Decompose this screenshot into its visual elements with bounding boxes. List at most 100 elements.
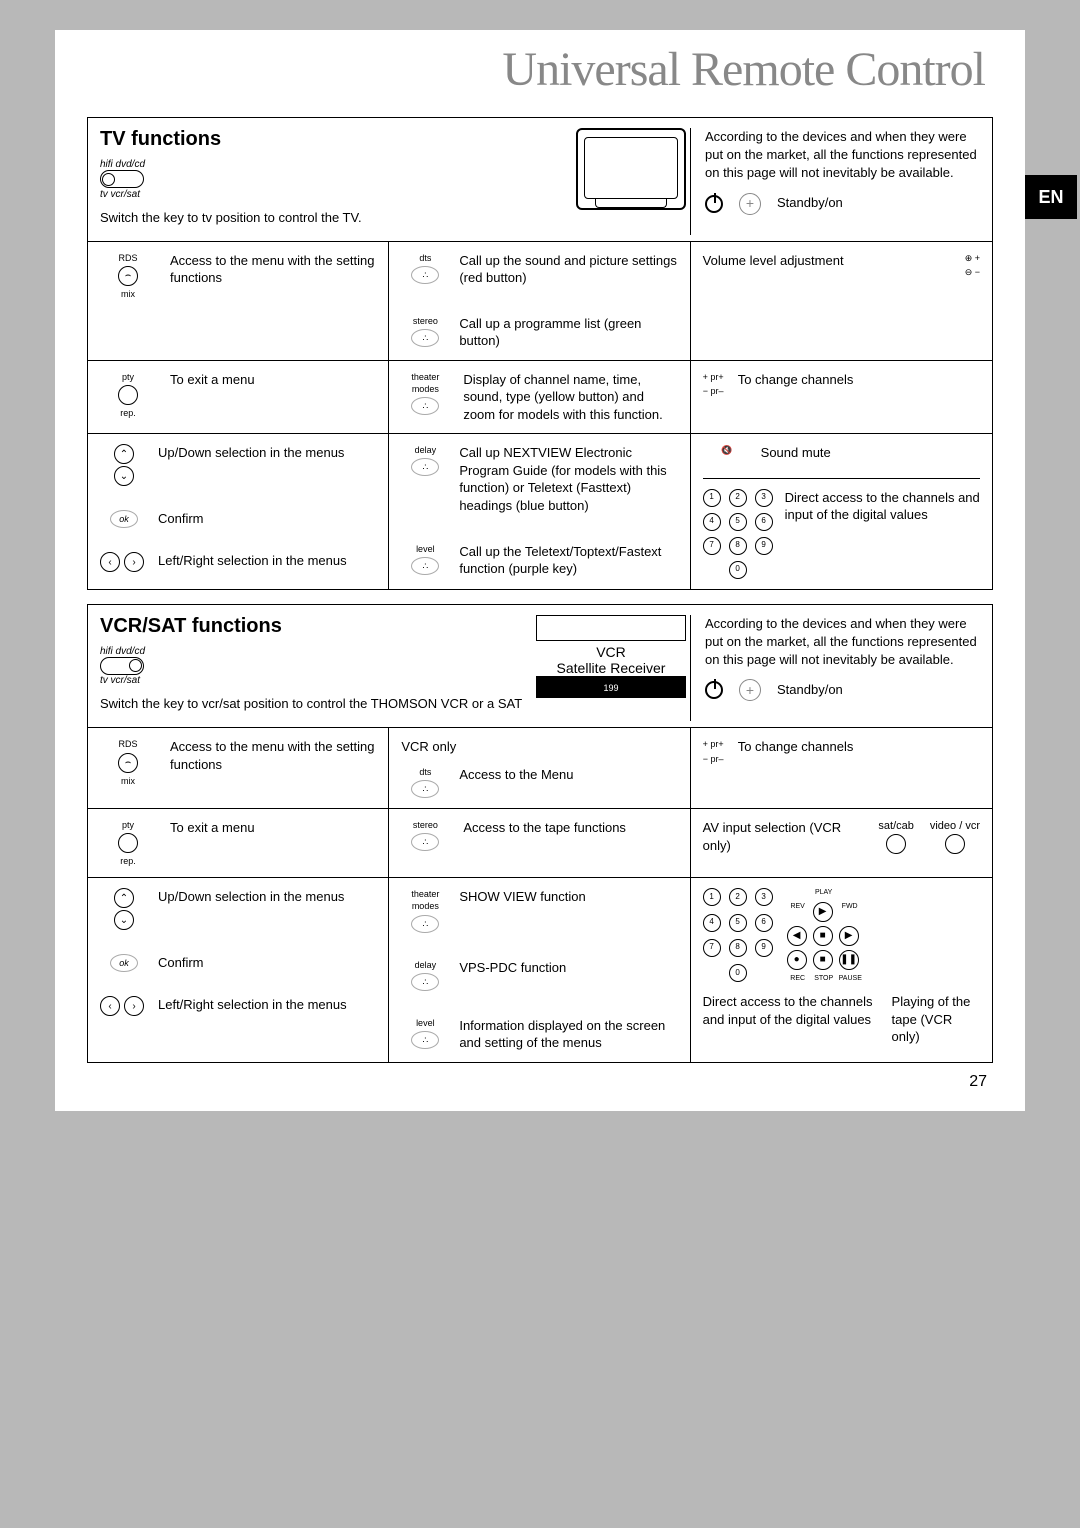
power-icon: [705, 195, 723, 213]
rds-button-icon: ⌢: [118, 266, 138, 286]
tape-functions-text: Access to the tape functions: [463, 819, 677, 837]
numeric-keypad-icon: 123 456 789 0: [703, 888, 775, 983]
vcr-access-menu-text: Access to the Menu: [459, 766, 573, 784]
right-arrow-icon: ›: [124, 552, 144, 572]
stereo-label: stereo: [413, 819, 438, 831]
rep-label: rep.: [120, 407, 136, 419]
switch-label-top: hifi dvd/cd: [100, 159, 145, 170]
sat-label: Satellite Receiver: [536, 660, 686, 676]
dts-button-icon: ∴: [411, 266, 439, 284]
theater-button-icon: ∴: [411, 397, 439, 415]
vcr-updown-text: Up/Down selection in the menus: [158, 888, 344, 906]
pty-button-icon: [118, 833, 138, 853]
videovcr-button-icon: [945, 834, 965, 854]
language-tab: EN: [1025, 175, 1077, 219]
vcr-functions-grid: RDS ⌢ mix Access to the menu with the se…: [87, 727, 993, 1062]
ok-button-icon: ok: [110, 954, 138, 972]
switch-label-top: hifi dvd/cd: [100, 646, 145, 657]
vcr-device-illustration: VCR Satellite Receiver 199: [536, 615, 686, 698]
level-button-icon: ∴: [411, 1031, 439, 1049]
showview-text: SHOW VIEW function: [459, 888, 585, 906]
switch-label-bottom: tv vcr/sat: [100, 675, 140, 686]
confirm-text: Confirm: [158, 510, 204, 528]
standby-label-vcr: Standby/on: [777, 681, 843, 699]
vcr-disclaimer: According to the devices and when they w…: [705, 615, 980, 670]
videovcr-label: video / vcr: [930, 819, 980, 834]
vcr-section-header: VCR/SAT functions hifi dvd/cd tv vcr/sat…: [87, 604, 993, 728]
down-arrow-icon: ⌄: [114, 910, 134, 930]
vcr-confirm-text: Confirm: [158, 954, 204, 972]
channel-control-icon: + pr+ − pr–: [703, 738, 724, 764]
info-display-text: Information displayed on the screen and …: [459, 1017, 677, 1052]
mix-label: mix: [121, 288, 135, 300]
vcr-menu-access-text: Access to the menu with the setting func…: [170, 738, 376, 773]
green-button-text: Call up a programme list (green button): [459, 315, 677, 350]
mute-text: Sound mute: [761, 444, 831, 462]
volume-text: Volume level adjustment: [703, 252, 951, 270]
theater-modes-label: theater modes: [401, 888, 449, 912]
purple-key-text: Call up the Teletext/Toptext/Fastext fun…: [459, 543, 677, 578]
stereo-button-icon: ∴: [411, 329, 439, 347]
left-arrow-icon: ‹: [100, 552, 120, 572]
rds-button-icon: ⌢: [118, 753, 138, 773]
av-input-text: AV input selection (VCR only): [703, 819, 865, 854]
theater-button-icon: ∴: [411, 915, 439, 933]
pty-label: pty: [122, 371, 134, 383]
transport-controls-icon: PLAY REV▶FWD ◀■▶ ●■❚❚ RECSTOPPAUSE: [787, 888, 861, 983]
delay-button-icon: ∴: [411, 973, 439, 991]
exit-menu-text: To exit a menu: [170, 371, 376, 389]
theater-modes-label: theater modes: [401, 371, 449, 395]
rep-label: rep.: [120, 855, 136, 867]
switch-note-vcr: Switch the key to vcr/sat position to co…: [100, 696, 674, 711]
vcr-exit-menu-text: To exit a menu: [170, 819, 376, 837]
delay-label: delay: [415, 444, 437, 456]
tv-functions-grid: RDS ⌢ mix Access to the menu with the se…: [87, 241, 993, 590]
left-arrow-icon: ‹: [100, 996, 120, 1016]
plus-button-icon: +: [739, 193, 761, 215]
mix-label: mix: [121, 775, 135, 787]
dts-label: dts: [419, 766, 431, 778]
channel-control-icon: + pr+ − pr–: [703, 371, 724, 397]
page-number: 27: [87, 1063, 993, 1091]
plus-button-icon: +: [739, 679, 761, 701]
standby-label: Standby/on: [777, 194, 843, 212]
tv-device-illustration: [576, 128, 686, 213]
mute-icon: 🔇: [721, 444, 732, 456]
rds-label: RDS: [118, 738, 137, 750]
volume-control-icon: ⊕ +⊖ −: [965, 252, 980, 278]
direct-access-text: Direct access to the channels and input …: [785, 489, 980, 524]
updown-text: Up/Down selection in the menus: [158, 444, 344, 462]
stereo-label: stereo: [413, 315, 438, 327]
change-channels-text: To change channels: [738, 371, 980, 389]
vcr-leftright-text: Left/Right selection in the menus: [158, 996, 347, 1014]
yellow-button-text: Display of channel name, time, sound, ty…: [463, 371, 677, 424]
dts-button-icon: ∴: [411, 780, 439, 798]
power-icon: [705, 681, 723, 699]
satcab-button-icon: [886, 834, 906, 854]
up-arrow-icon: ⌃: [114, 444, 134, 464]
numeric-keypad-icon: 123 456 789 0: [703, 489, 775, 579]
blue-button-text: Call up NEXTVIEW Electronic Program Guid…: [459, 444, 677, 514]
menu-access-text: Access to the menu with the setting func…: [170, 252, 376, 287]
ok-button-icon: ok: [110, 510, 138, 528]
vcr-label: VCR: [536, 644, 686, 660]
page-title: Universal Remote Control: [55, 30, 1025, 117]
red-button-text: Call up the sound and picture settings (…: [459, 252, 677, 287]
delay-button-icon: ∴: [411, 458, 439, 476]
level-label: level: [416, 1017, 435, 1029]
vcr-only-header: VCR only: [401, 738, 456, 756]
satcab-label: sat/cab: [878, 819, 913, 834]
down-arrow-icon: ⌄: [114, 466, 134, 486]
up-arrow-icon: ⌃: [114, 888, 134, 908]
level-button-icon: ∴: [411, 557, 439, 575]
level-label: level: [416, 543, 435, 555]
vcr-direct-access-text: Direct access to the channels and input …: [703, 993, 876, 1046]
right-arrow-icon: ›: [124, 996, 144, 1016]
leftright-text: Left/Right selection in the menus: [158, 552, 347, 570]
stereo-button-icon: ∴: [411, 833, 439, 851]
vcr-change-channels-text: To change channels: [738, 738, 980, 756]
delay-label: delay: [415, 959, 437, 971]
rds-label: RDS: [118, 252, 137, 264]
tv-section-header: TV functions hifi dvd/cd tv vcr/sat Swit…: [87, 117, 993, 241]
tv-disclaimer: According to the devices and when they w…: [705, 128, 980, 183]
